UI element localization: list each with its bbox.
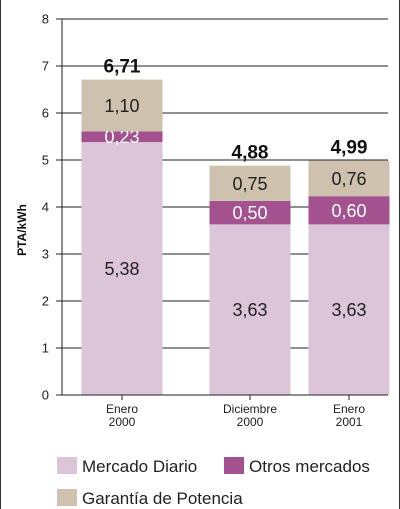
x-tick-label-0-0: Enero bbox=[106, 402, 138, 416]
y-tick-label-4: 4 bbox=[42, 200, 49, 215]
legend-label-2: Garantía de Potencia bbox=[82, 489, 243, 508]
y-axis-label: PTA/kWh bbox=[15, 204, 29, 256]
left-border bbox=[0, 0, 1, 509]
x-tick-label-2-1: 2001 bbox=[336, 415, 363, 429]
bar-segment-0-0 bbox=[81, 142, 163, 395]
data-label-0-1: 0,23 bbox=[104, 127, 139, 147]
x-tick-label-0-1: 2000 bbox=[109, 415, 136, 429]
y-tick-label-6: 6 bbox=[42, 106, 49, 121]
data-label-0-0: 5,38 bbox=[104, 259, 139, 279]
bar-segment-2-1 bbox=[308, 196, 390, 225]
data-label-1-2: 0,75 bbox=[232, 174, 267, 194]
total-label-1: 4,88 bbox=[232, 143, 269, 164]
data-label-2-2: 0,76 bbox=[331, 169, 366, 189]
bar-segment-2-0 bbox=[308, 224, 390, 395]
y-tick-label-5: 5 bbox=[42, 153, 49, 168]
data-label-2-1: 0,60 bbox=[331, 201, 366, 221]
legend-label-1: Otros mercados bbox=[249, 457, 370, 476]
bars-group: 5,38 0,23 1,10 6,71 3,63 0,50 0,75 4,88 3,63 0,60… bbox=[81, 57, 390, 395]
y-tick-label-0: 0 bbox=[42, 388, 49, 403]
legend-swatch-2 bbox=[57, 489, 77, 506]
data-label-0-2: 1,10 bbox=[104, 96, 139, 116]
data-label-1-0: 3,63 bbox=[232, 300, 267, 320]
bar-segment-1-1 bbox=[209, 200, 291, 225]
bar-segment-1-0 bbox=[209, 224, 291, 395]
y-tick-label-1: 1 bbox=[42, 341, 49, 356]
bar-segment-2-2 bbox=[308, 160, 390, 197]
x-tick-label-1-0: Diciembre bbox=[223, 402, 277, 416]
total-label-2: 4,99 bbox=[331, 137, 368, 158]
y-tick-label-3: 3 bbox=[42, 247, 49, 262]
legend-swatch-0 bbox=[57, 457, 77, 474]
bar-segment-0-2 bbox=[81, 79, 163, 132]
bar-segment-1-2 bbox=[209, 165, 291, 201]
legend: Mercado Diario Otros mercados Garantía de … bbox=[57, 457, 370, 508]
y-tick-label-8: 8 bbox=[42, 12, 49, 27]
y-tick-label-7: 7 bbox=[42, 59, 49, 74]
total-label-0: 6,71 bbox=[104, 57, 141, 78]
legend-label-0: Mercado Diario bbox=[82, 457, 197, 476]
data-label-1-1: 0,50 bbox=[232, 203, 267, 223]
data-label-2-0: 3,63 bbox=[331, 300, 366, 320]
bar-segment-0-1 bbox=[81, 131, 163, 143]
y-tick-label-2: 2 bbox=[42, 294, 49, 309]
legend-swatch-1 bbox=[224, 457, 244, 474]
x-tick-label-1-1: 2000 bbox=[237, 415, 264, 429]
x-tick-label-2-0: Enero bbox=[333, 402, 365, 416]
